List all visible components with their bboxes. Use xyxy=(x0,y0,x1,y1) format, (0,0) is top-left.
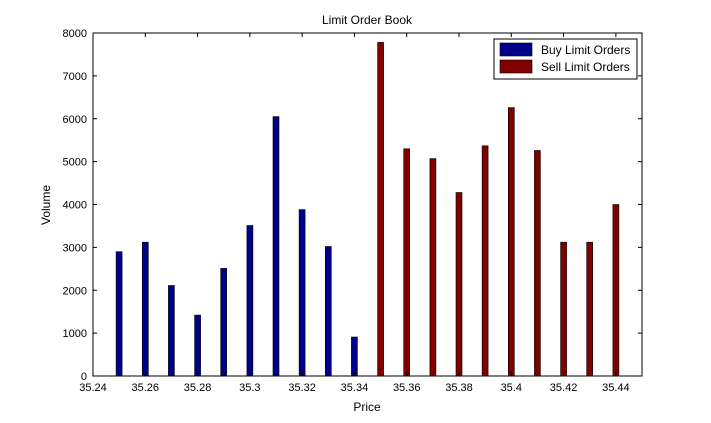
bar-buy-2 xyxy=(168,285,175,377)
y-tick-label-2: 2000 xyxy=(63,285,87,297)
y-tick-label-7: 7000 xyxy=(63,71,87,83)
chart-title: Limit Order Book xyxy=(322,13,413,27)
bar-sell-1 xyxy=(403,148,411,377)
y-axis-label: Volume xyxy=(39,185,53,225)
bar-sell-4 xyxy=(481,145,489,377)
x-tick-label-10: 35.44 xyxy=(602,382,630,394)
bar-buy-3 xyxy=(194,314,201,377)
bars-group xyxy=(115,42,620,377)
bar-buy-5 xyxy=(246,225,254,377)
bar-sell-0 xyxy=(377,42,384,377)
y-tick-label-1: 1000 xyxy=(63,328,87,340)
legend-label-0: Buy Limit Orders xyxy=(541,43,630,57)
bar-buy-4 xyxy=(220,268,227,377)
bar-sell-2 xyxy=(429,158,437,377)
x-tick-label-3: 35.3 xyxy=(239,382,260,394)
bar-buy-9 xyxy=(351,336,358,377)
x-tick-label-1: 35.26 xyxy=(132,382,160,394)
x-tick-label-8: 35.4 xyxy=(501,382,522,394)
bar-sell-7 xyxy=(560,241,567,377)
bar-sell-8 xyxy=(586,241,594,377)
x-tick-label-6: 35.36 xyxy=(393,382,421,394)
y-tick-label-3: 3000 xyxy=(63,242,87,254)
y-tick-label-6: 6000 xyxy=(63,114,87,126)
x-axis-ticks: 35.24 35.26 35.28 35.3 35.32 35.34 35.36 35.38 3… xyxy=(79,33,630,394)
x-tick-label-5: 35.34 xyxy=(341,382,369,394)
legend-swatch-1 xyxy=(499,59,533,74)
bar-sell-9 xyxy=(612,204,620,377)
bar-buy-8 xyxy=(324,246,332,377)
y-tick-label-5: 5000 xyxy=(63,157,87,169)
y-tick-label-0: 0 xyxy=(81,371,87,383)
bar-buy-7 xyxy=(298,209,306,377)
x-tick-label-2: 35.28 xyxy=(184,382,212,394)
bar-sell-5 xyxy=(507,107,515,377)
legend-label-1: Sell Limit Orders xyxy=(541,60,630,74)
bar-buy-6 xyxy=(272,116,280,377)
legend: Buy Limit Orders Sell Limit Orders xyxy=(493,38,638,80)
y-tick-label-4: 4000 xyxy=(63,200,87,212)
x-tick-label-9: 35.42 xyxy=(550,382,578,394)
bar-buy-0 xyxy=(115,251,123,377)
plot-area xyxy=(92,32,643,377)
bar-sell-3 xyxy=(455,192,463,377)
bar-sell-6 xyxy=(534,150,541,377)
x-tick-label-4: 35.32 xyxy=(288,382,316,394)
bar-buy-1 xyxy=(142,241,149,377)
axes-box xyxy=(92,32,643,377)
legend-swatch-0 xyxy=(499,42,533,57)
y-axis-ticks: 0 1000 2000 3000 4000 5000 6000 7000 8000 xyxy=(63,28,642,383)
x-tick-label-7: 35.38 xyxy=(445,382,473,394)
y-tick-label-8: 8000 xyxy=(63,28,87,40)
x-tick-label-0: 35.24 xyxy=(79,382,107,394)
x-axis-label: Price xyxy=(353,400,381,414)
